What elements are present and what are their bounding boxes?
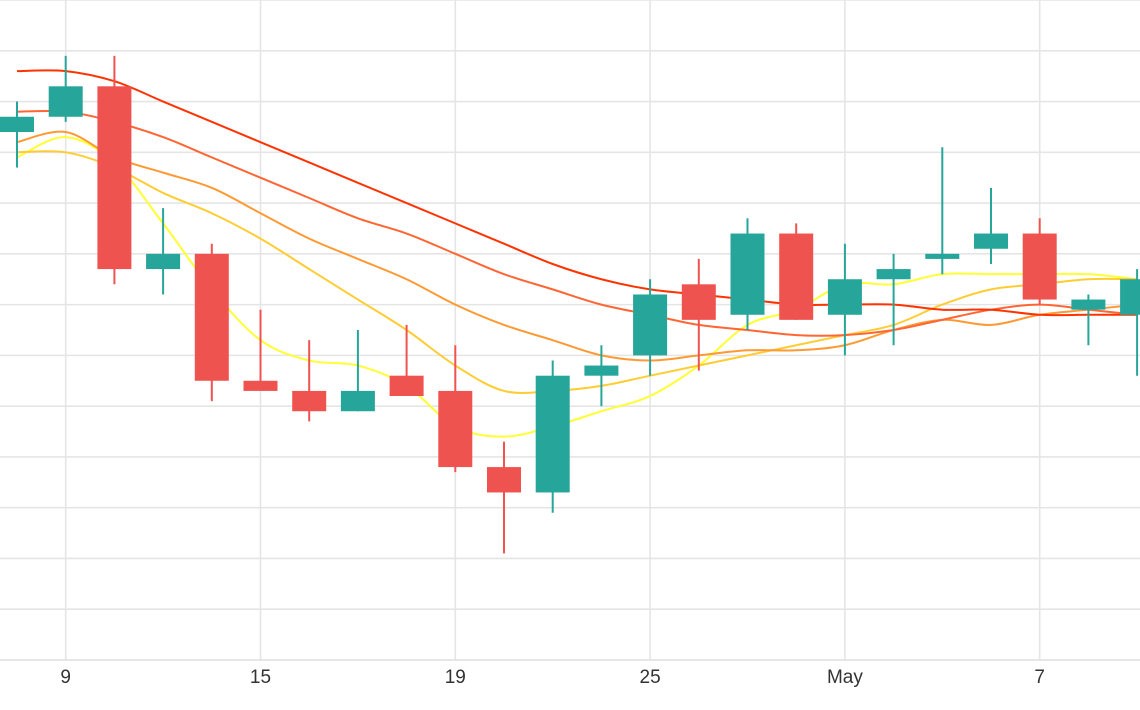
candle-down [487, 441, 521, 554]
candle-body [1120, 279, 1140, 315]
x-tick-label: 19 [445, 667, 466, 688]
candle-body [389, 375, 424, 396]
candle-body [1022, 233, 1057, 300]
candle-up [0, 101, 34, 168]
candle-up [827, 243, 862, 356]
candle-body [97, 86, 132, 270]
moving-average-line [16, 150, 1138, 395]
candle-up [535, 360, 570, 513]
candle-body [681, 284, 716, 320]
candle-down [779, 223, 814, 320]
gridlines [0, 0, 1140, 661]
candle-body [584, 365, 619, 376]
candle-up [633, 279, 668, 376]
candle-body [925, 253, 960, 259]
candle-down [194, 243, 229, 402]
x-tick-label: 9 [60, 667, 71, 688]
candle-body [1071, 299, 1106, 310]
candle-down [389, 324, 424, 396]
candle-body [487, 467, 521, 493]
candle-body [194, 253, 229, 381]
candle-body [292, 390, 327, 412]
candle-body [438, 390, 473, 468]
candle-down [681, 258, 716, 371]
candle-down [243, 309, 278, 391]
candle-down [1022, 218, 1057, 305]
candle-body [48, 86, 83, 117]
candle-body [827, 279, 862, 315]
candle-up [48, 55, 83, 122]
x-tick-label: May [827, 667, 863, 688]
candle-down [292, 340, 327, 422]
candle-up [925, 147, 960, 275]
candle-up [730, 218, 765, 330]
candle-body [730, 233, 765, 315]
candle-body [974, 233, 1008, 249]
candle-body [779, 233, 814, 320]
candle-body [876, 269, 911, 280]
candle-body [0, 116, 34, 132]
moving-average-lines [16, 69, 1138, 438]
moving-average-line [16, 136, 1138, 438]
candle-down [438, 345, 473, 473]
candle-body [633, 294, 668, 356]
candle-up [1120, 269, 1140, 376]
moving-average-line [16, 69, 1138, 317]
candles [0, 55, 1140, 554]
candle-up [876, 253, 911, 346]
moving-average-line [16, 109, 1138, 337]
candle-up [974, 187, 1008, 264]
x-tick-label: 25 [640, 667, 661, 688]
x-tick-label: 7 [1034, 667, 1045, 688]
candle-up [146, 208, 181, 295]
candle-up [340, 330, 375, 412]
candle-body [146, 253, 181, 270]
x-tick-label: 15 [250, 667, 271, 688]
x-axis-tick-labels: 9 15 19 25 May 7 [60, 667, 1045, 688]
candle-body [340, 390, 375, 412]
moving-average-line [16, 130, 1138, 362]
candle-body [243, 380, 278, 391]
candle-up [1071, 294, 1106, 346]
candle-body [535, 375, 570, 493]
candle-up [584, 345, 619, 407]
candle-down [97, 55, 132, 285]
